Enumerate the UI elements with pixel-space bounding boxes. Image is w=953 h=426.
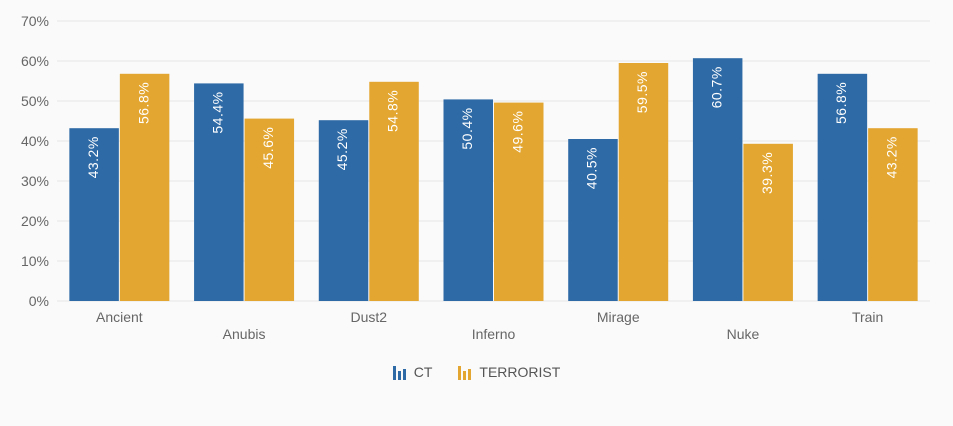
bar-data-label: 54.8% [385,90,401,132]
y-tick-label: 70% [21,13,49,29]
bar-data-label: 43.2% [884,136,900,178]
bar-data-label: 49.6% [509,111,525,153]
bar-terrorist-ancient[interactable] [119,73,170,301]
bar-terrorist-train[interactable] [868,128,918,301]
x-tick-label: Dust2 [350,309,387,325]
bar-data-label: 43.2% [85,136,101,178]
bar-terrorist-nuke[interactable] [743,143,793,301]
bar-terrorist-inferno[interactable] [494,102,544,301]
bar-data-label: 59.5% [634,71,650,113]
bar-data-label: 45.2% [334,128,350,170]
bar-ct-inferno[interactable] [443,99,494,302]
bar-ct-nuke[interactable] [692,58,743,302]
y-tick-label: 60% [21,53,49,69]
bar-ct-train[interactable] [817,73,868,301]
bar-data-label: 39.3% [759,152,775,194]
bar-chart: 0% 10% 20% 30% 40% 50% 60% 70% 43.2% 56.8% Ancient… [21,13,930,342]
legend-item-terrorist[interactable]: TERRORIST [458,364,560,380]
bar-ct-mirage[interactable] [568,139,618,301]
x-tick-label: Nuke [727,326,760,342]
x-tick-label: Ancient [96,309,143,325]
bar-ct-ancient[interactable] [69,128,119,301]
bar-ct-dust2[interactable] [318,120,369,301]
x-tick-label: Mirage [597,309,640,325]
bar-data-label: 56.8% [833,82,849,124]
bar-ct-anubis[interactable] [194,83,244,302]
y-tick-label: 40% [21,133,49,149]
bar-data-label: 50.4% [459,107,475,149]
legend-label-terrorist: TERRORIST [479,364,561,380]
y-tick-label: 20% [21,213,49,229]
bar-chart-icon [458,364,472,380]
bar-terrorist-mirage[interactable] [618,63,669,301]
x-tick-label: Anubis [223,326,266,342]
bar-data-label: 60.7% [708,66,724,108]
bar-data-label: 40.5% [584,147,600,189]
x-tick-label: Inferno [472,326,516,342]
y-tick-label: 30% [21,173,49,189]
bar-terrorist-anubis[interactable] [244,118,295,301]
chart-legend: CT TERRORIST [0,364,953,380]
bar-terrorist-dust2[interactable] [369,81,419,301]
y-tick-label: 50% [21,93,49,109]
y-tick-label: 10% [21,253,49,269]
legend-item-ct[interactable]: CT [392,364,433,380]
bar-chart-icon [392,364,406,380]
legend-label-ct: CT [413,364,433,380]
x-tick-label: Train [852,309,883,325]
y-tick-label: 0% [29,293,49,309]
bar-data-label: 56.8% [135,82,151,124]
bar-data-label: 54.4% [210,91,226,133]
bar-data-label: 45.6% [260,127,276,169]
